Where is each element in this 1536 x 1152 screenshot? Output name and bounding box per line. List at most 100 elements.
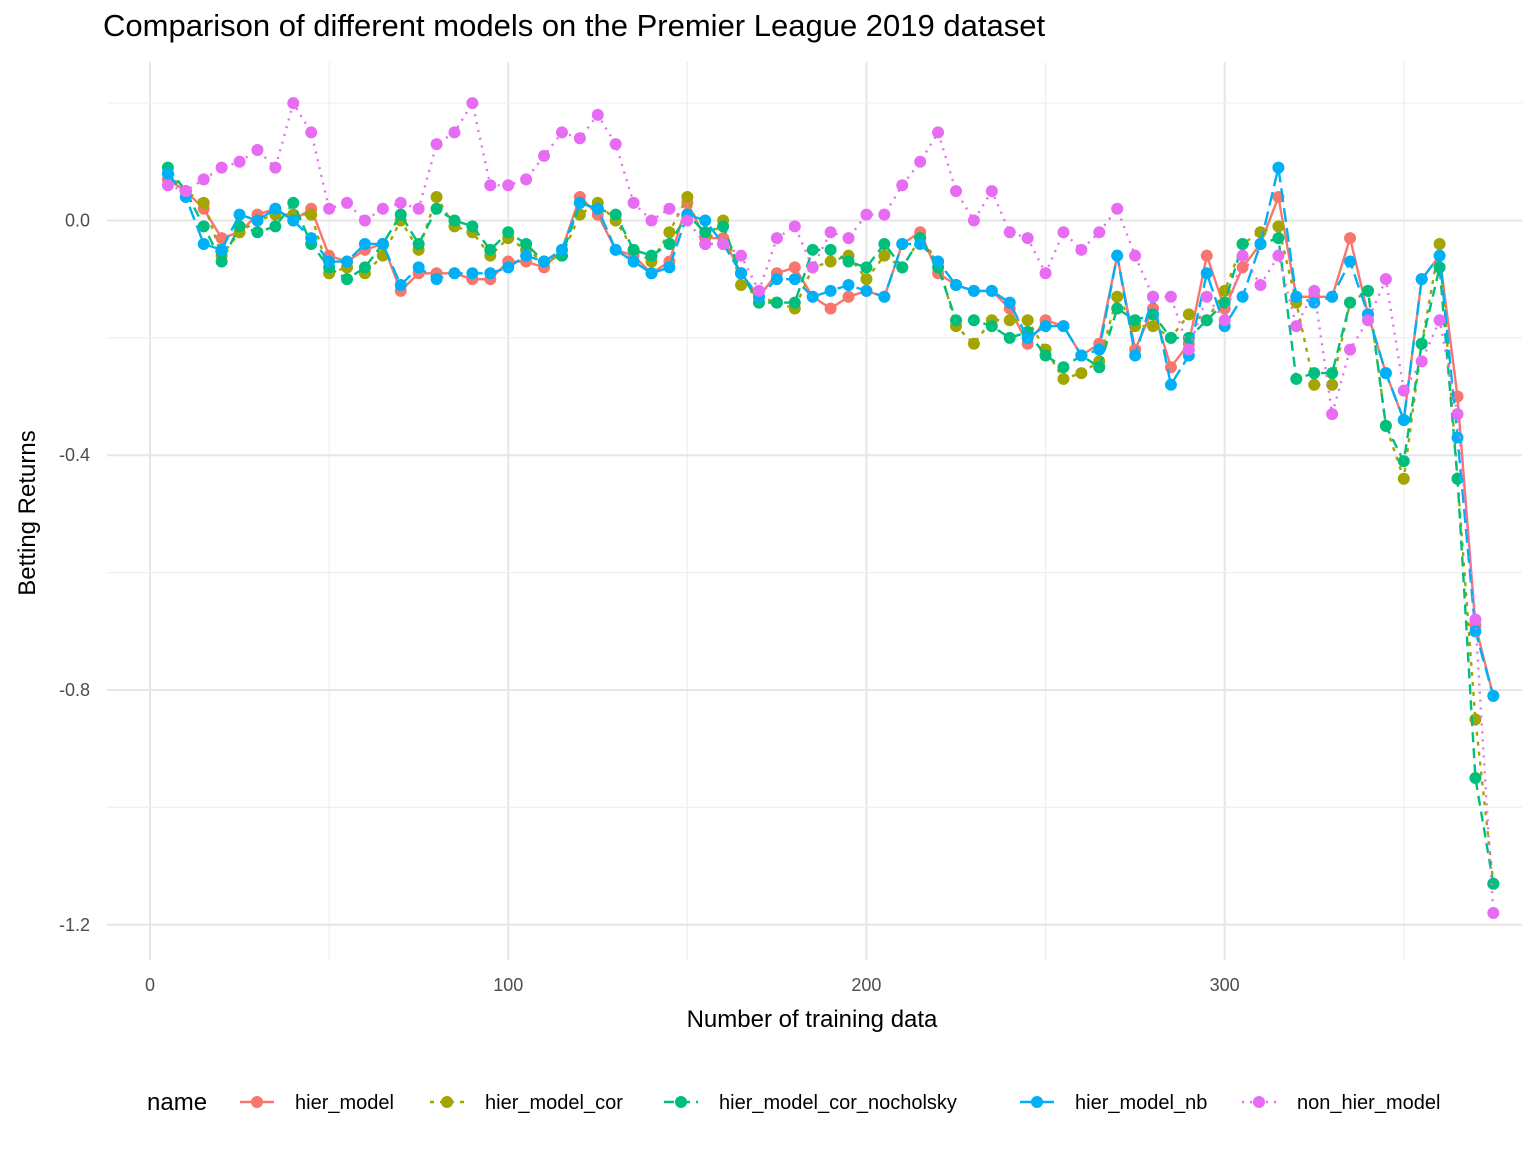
data-point [663, 237, 676, 250]
data-point [896, 261, 909, 274]
data-point [1487, 907, 1500, 920]
data-point [1290, 372, 1303, 385]
data-point [1290, 320, 1303, 333]
data-point [1326, 290, 1339, 303]
data-point [430, 273, 443, 286]
data-point [1344, 343, 1357, 356]
legend-key-point [441, 1096, 453, 1108]
data-point [215, 243, 228, 256]
data-point [1361, 284, 1374, 297]
legend-label: non_hier_model [1297, 1092, 1440, 1114]
data-point [842, 290, 855, 303]
data-point [627, 255, 640, 268]
data-point [1147, 290, 1160, 303]
data-point [1075, 243, 1088, 256]
data-point [430, 138, 443, 151]
data-point [555, 243, 568, 256]
legend-item-hier-model-cor: hier_model_cor [430, 1092, 623, 1114]
data-point [484, 267, 497, 280]
data-point [1200, 267, 1213, 280]
data-point [878, 237, 891, 250]
data-point [770, 232, 783, 245]
data-point [878, 290, 891, 303]
data-point [448, 126, 461, 139]
x-axis-title: Number of training data [687, 1006, 938, 1033]
data-point [1057, 320, 1070, 333]
series-non-hier-model [161, 97, 1500, 920]
chart-title: Comparison of different models on the Pr… [103, 8, 1046, 43]
data-point [484, 179, 497, 192]
data-point [358, 214, 371, 227]
data-point [1326, 408, 1339, 421]
data-point [341, 196, 354, 209]
data-point [932, 255, 945, 268]
data-point [1469, 625, 1482, 638]
data-point [699, 226, 712, 239]
data-point [1433, 237, 1446, 250]
data-point [251, 214, 264, 227]
x-tick-label: 200 [851, 975, 881, 995]
data-point [448, 214, 461, 227]
data-point [233, 220, 246, 233]
legend-key-point [1031, 1096, 1043, 1108]
data-point [591, 202, 604, 215]
x-axis-ticks: 0 100 200 300 [145, 975, 1240, 995]
data-point [717, 220, 730, 233]
data-point [376, 202, 389, 215]
data-point [305, 126, 318, 139]
data-point [950, 185, 962, 198]
data-point [1057, 226, 1070, 239]
data-point [1254, 279, 1267, 292]
data-point [305, 208, 318, 221]
data-point [1021, 314, 1034, 327]
data-point [555, 126, 568, 139]
data-point [573, 132, 586, 145]
data-point [1111, 202, 1124, 215]
y-tick-label: -0.8 [59, 680, 90, 700]
data-point [842, 232, 855, 245]
data-point [985, 320, 998, 333]
legend-label: hier_model_cor [485, 1092, 623, 1114]
data-point [878, 208, 891, 221]
data-point [950, 314, 962, 327]
data-point [394, 196, 407, 209]
data-point [538, 149, 551, 162]
data-point [1308, 284, 1321, 297]
data-point [681, 190, 694, 203]
data-point [1254, 226, 1267, 239]
data-point [358, 261, 371, 274]
data-point [269, 202, 282, 215]
data-point [1129, 314, 1142, 327]
data-point [573, 196, 586, 209]
data-point [1272, 161, 1285, 174]
data-point [770, 296, 783, 309]
data-point [735, 267, 748, 280]
data-point [1344, 232, 1357, 245]
legend: name hier_model hier_model_cor hier_model_… [147, 1089, 1440, 1116]
data-point [1003, 314, 1016, 327]
data-point [824, 226, 837, 239]
data-point [1451, 431, 1464, 444]
y-tick-label: -0.4 [59, 445, 90, 465]
data-point [1164, 361, 1177, 374]
data-point [233, 155, 246, 168]
data-point [520, 249, 533, 262]
data-point [1344, 255, 1357, 268]
data-point [591, 108, 604, 121]
data-point [824, 255, 837, 268]
data-point [502, 261, 515, 274]
data-point [484, 243, 497, 256]
y-tick-label: -1.2 [59, 915, 90, 935]
data-point [806, 261, 819, 274]
data-point [430, 202, 443, 215]
legend-item-hier-model-cor-nocholsky: hier_model_cor_nocholsky [664, 1092, 957, 1114]
data-point [1344, 296, 1357, 309]
data-point [914, 237, 927, 250]
data-point [1164, 290, 1177, 303]
data-point [412, 202, 425, 215]
data-point [1182, 308, 1195, 321]
series-hier-model-nb [161, 161, 1500, 702]
data-point [305, 232, 318, 245]
data-point [1111, 290, 1124, 303]
data-point [860, 284, 873, 297]
